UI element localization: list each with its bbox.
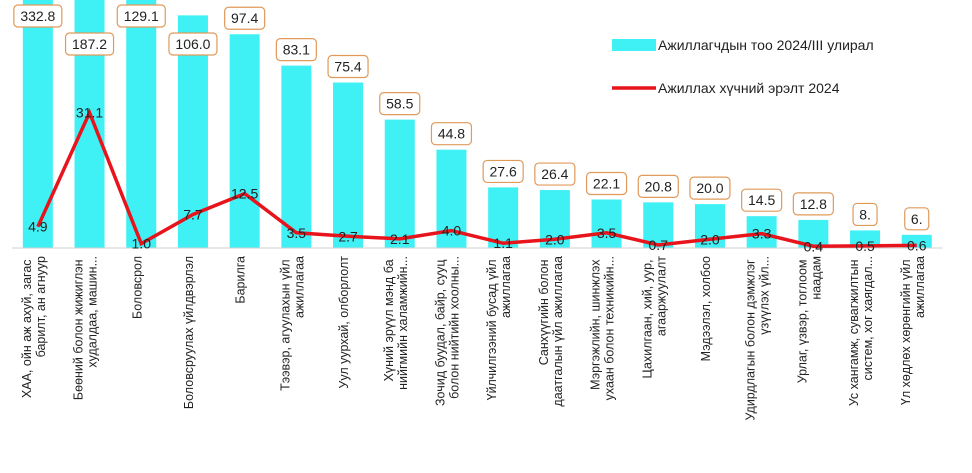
data-label: 75.4 [334,59,361,75]
x-tick-label: Уул уурхай, олборлолт [337,256,351,389]
data-label: 12.8 [800,196,827,212]
data-label-box [379,92,421,116]
bar [281,65,312,248]
line-label: 4.9 [28,219,48,235]
data-label: 26.4 [541,166,568,182]
data-label-box [275,38,317,62]
data-label: 14.5 [748,192,775,208]
x-tick-label: Үл хөдлөх хөрөнгийн үйл ажиллагаа [899,256,927,405]
x-tick-label: Хүний эрүүл мэнд ба нийгмийн халамжийн..… [382,256,410,390]
line [36,108,917,249]
x-tick-label: Боловсруулах үйлдвэрлэл [182,256,196,409]
data-label-box [637,174,679,198]
line-label: 2.0 [700,231,720,247]
line-label: 0.7 [649,237,669,253]
x-tick-label: Зочид буудал, байр, сууц болон нийтийн х… [433,256,461,406]
line-label: 2.0 [545,231,565,247]
x-tick-label: Урлаг, үзвэр, тоглоом наадам [795,256,823,383]
data-label-box [852,202,878,227]
legend-label: Ажиллагчдын тоо 2024/III улирал [658,37,874,53]
line-label: 3.3 [752,226,772,242]
data-label: 20.8 [645,178,672,194]
x-tick-label: Ус хангамж, сувагжилтын систем, хог хаяг… [847,256,875,406]
x-tick-label: Санхүүгийн болон даатгалын үйл ажиллагаа [537,256,565,407]
x-tick-label: ХАА, ойн аж ахуй, загас барилт, ан агнуу… [20,256,48,398]
line-label: 31.1 [76,105,103,121]
data-label: 332.8 [20,8,55,24]
data-label: 106.0 [175,36,210,52]
x-tick-label: Тээвэр, агуулахын үйл ажиллагаа [278,256,306,391]
line-label: 12.5 [231,186,258,202]
x-tick-label: Мэдээлэл, холбоо [699,256,713,361]
x-tick-label: Удирдлагын болон дэмжлэг үзүүлэх үйл... [744,256,772,420]
data-label-box [224,6,266,30]
data-label: 129.1 [124,8,159,24]
legend-swatch [612,39,656,51]
data-label: 27.6 [490,163,517,179]
data-label: 8. [859,206,871,222]
data-label-box [741,188,783,212]
data-label-box [327,54,369,79]
line-label: 3.5 [287,225,307,241]
x-tick-label: Үйлчилгээний бусад үйл ажиллагаа [485,256,513,400]
line-label: 1.0 [132,236,152,252]
data-label-box [430,122,473,146]
overlay: ХАА, ойн аж ахуй, загас барилт, ан агнуу… [12,4,943,420]
x-tick-label: Бөөний болон жижиглэн худалдаа, машин... [72,256,100,400]
line-label: 0.5 [855,238,875,254]
data-label-box [534,162,576,186]
data-label: 187.2 [72,36,107,52]
x-tick-label: Цахилгаан, хий, уур, агааржуулалт [640,256,668,379]
x-tick-label: Мэргэжлийн, шинжлэх ухаан болон техникий… [589,256,617,400]
data-label-box [689,176,731,200]
data-label: 44.8 [438,126,465,142]
line-label: 2.1 [390,231,410,247]
bar [488,187,519,248]
data-label-box [904,207,930,231]
bar [333,82,364,248]
bar [22,0,53,248]
data-label: 20.0 [696,180,723,196]
line-label: 4.0 [442,223,462,239]
legend-label: Ажиллах хүчний эрэлт 2024 [658,80,840,96]
line-label: 3.5 [597,225,617,241]
line-label: 1.1 [493,235,513,251]
line-label: 0.6 [907,237,927,253]
bar [643,202,674,248]
line-label: 0.4 [804,238,824,254]
bar [384,119,415,248]
bar [591,199,622,248]
data-label: 22.1 [593,175,620,191]
data-label-box [585,171,628,196]
data-label-box [168,32,218,56]
data-label: 6. [911,211,923,227]
data-label: 58.5 [386,96,413,112]
bar [850,230,881,248]
data-label-box [792,192,834,216]
line-label: 7.7 [183,206,203,222]
data-label-box [64,32,115,56]
data-label-box [116,4,166,28]
x-tick-label: Боловсрол [130,256,144,319]
bar [229,34,260,248]
bar [126,0,157,248]
data-label-box [13,4,63,28]
x-tick-label: Барилга [234,256,248,304]
data-label-box [482,159,524,184]
line-label: 2.7 [338,228,358,244]
data-label: 97.4 [231,10,258,26]
data-label: 83.1 [283,42,310,58]
